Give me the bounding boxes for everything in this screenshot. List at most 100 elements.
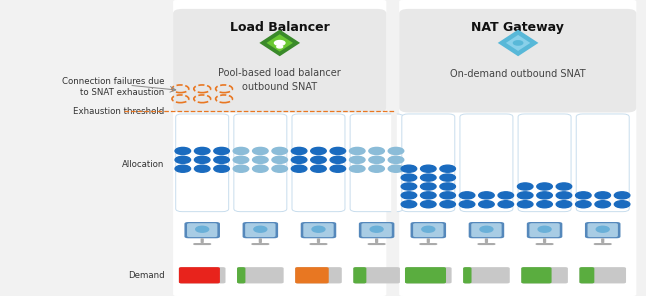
FancyBboxPatch shape xyxy=(353,267,366,284)
FancyBboxPatch shape xyxy=(251,243,269,245)
Circle shape xyxy=(479,192,494,199)
Circle shape xyxy=(275,41,285,45)
Circle shape xyxy=(272,147,287,155)
FancyBboxPatch shape xyxy=(173,9,386,112)
Circle shape xyxy=(196,226,209,232)
FancyBboxPatch shape xyxy=(594,243,612,245)
Circle shape xyxy=(311,165,326,172)
Text: Connection failures due
to SNAT exhaustion: Connection failures due to SNAT exhausti… xyxy=(62,77,165,97)
FancyBboxPatch shape xyxy=(411,222,446,238)
FancyBboxPatch shape xyxy=(245,223,275,237)
Circle shape xyxy=(440,201,455,208)
FancyBboxPatch shape xyxy=(234,114,287,212)
Text: Exhaustion threshold: Exhaustion threshold xyxy=(74,107,165,115)
Circle shape xyxy=(517,192,533,199)
FancyBboxPatch shape xyxy=(362,223,392,237)
FancyBboxPatch shape xyxy=(242,222,278,238)
Circle shape xyxy=(330,165,346,172)
Circle shape xyxy=(421,183,436,190)
Circle shape xyxy=(440,183,455,190)
Circle shape xyxy=(401,183,417,190)
FancyBboxPatch shape xyxy=(187,223,217,237)
Circle shape xyxy=(312,226,325,232)
FancyBboxPatch shape xyxy=(463,267,510,284)
Circle shape xyxy=(538,226,551,232)
Text: Demand: Demand xyxy=(128,271,165,280)
FancyBboxPatch shape xyxy=(463,267,472,284)
Circle shape xyxy=(369,156,384,163)
FancyBboxPatch shape xyxy=(258,238,262,243)
Circle shape xyxy=(311,156,326,163)
Circle shape xyxy=(459,201,475,208)
FancyBboxPatch shape xyxy=(601,238,605,243)
Circle shape xyxy=(253,147,268,155)
Polygon shape xyxy=(498,30,539,56)
FancyBboxPatch shape xyxy=(536,243,554,245)
Circle shape xyxy=(330,147,346,155)
Circle shape xyxy=(349,156,365,163)
Circle shape xyxy=(517,201,533,208)
FancyBboxPatch shape xyxy=(579,267,594,284)
Circle shape xyxy=(614,192,630,199)
FancyBboxPatch shape xyxy=(179,267,220,284)
Circle shape xyxy=(514,41,523,45)
Circle shape xyxy=(253,165,268,172)
Circle shape xyxy=(556,183,572,190)
FancyBboxPatch shape xyxy=(292,114,345,212)
FancyBboxPatch shape xyxy=(304,223,334,237)
Circle shape xyxy=(233,147,249,155)
Circle shape xyxy=(214,165,229,172)
FancyBboxPatch shape xyxy=(419,243,437,245)
FancyBboxPatch shape xyxy=(185,222,220,238)
FancyBboxPatch shape xyxy=(399,0,636,296)
FancyBboxPatch shape xyxy=(405,267,446,284)
FancyBboxPatch shape xyxy=(579,267,626,284)
Circle shape xyxy=(388,147,404,155)
FancyBboxPatch shape xyxy=(402,114,455,212)
Circle shape xyxy=(370,226,383,232)
FancyBboxPatch shape xyxy=(521,267,552,284)
Circle shape xyxy=(517,183,533,190)
FancyBboxPatch shape xyxy=(176,114,229,212)
Circle shape xyxy=(214,147,229,155)
Circle shape xyxy=(194,147,210,155)
Circle shape xyxy=(272,165,287,172)
FancyBboxPatch shape xyxy=(413,223,444,237)
Circle shape xyxy=(421,201,436,208)
FancyBboxPatch shape xyxy=(477,243,495,245)
Circle shape xyxy=(440,174,455,181)
FancyBboxPatch shape xyxy=(309,243,328,245)
FancyBboxPatch shape xyxy=(200,238,204,243)
Circle shape xyxy=(556,201,572,208)
Circle shape xyxy=(369,165,384,172)
Circle shape xyxy=(388,156,404,163)
FancyBboxPatch shape xyxy=(193,243,211,245)
FancyBboxPatch shape xyxy=(359,222,395,238)
Circle shape xyxy=(595,192,610,199)
Circle shape xyxy=(253,156,268,163)
FancyBboxPatch shape xyxy=(179,267,225,284)
FancyBboxPatch shape xyxy=(484,238,488,243)
Circle shape xyxy=(214,156,229,163)
Circle shape xyxy=(480,226,493,232)
FancyBboxPatch shape xyxy=(472,223,502,237)
Circle shape xyxy=(388,165,404,172)
Circle shape xyxy=(291,147,307,155)
Circle shape xyxy=(459,192,475,199)
FancyBboxPatch shape xyxy=(237,267,284,284)
Text: NAT Gateway: NAT Gateway xyxy=(472,21,564,34)
Circle shape xyxy=(401,174,417,181)
FancyBboxPatch shape xyxy=(585,222,621,238)
FancyBboxPatch shape xyxy=(427,238,430,243)
Polygon shape xyxy=(267,34,293,52)
FancyBboxPatch shape xyxy=(588,223,618,237)
Circle shape xyxy=(595,201,610,208)
Circle shape xyxy=(440,192,455,199)
FancyBboxPatch shape xyxy=(350,114,403,212)
Circle shape xyxy=(349,147,365,155)
Circle shape xyxy=(233,156,249,163)
Circle shape xyxy=(291,156,307,163)
FancyBboxPatch shape xyxy=(576,114,629,212)
Circle shape xyxy=(537,192,552,199)
Circle shape xyxy=(576,201,591,208)
